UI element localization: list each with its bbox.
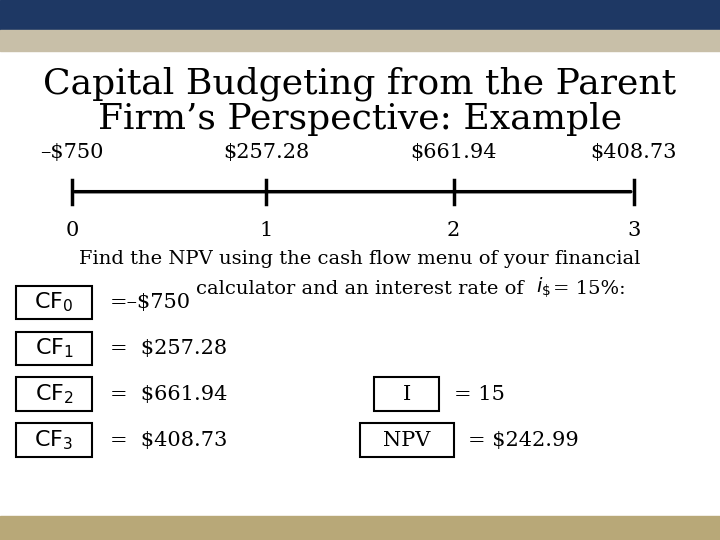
Text: Find the NPV using the cash flow menu of your financial: Find the NPV using the cash flow menu of… — [79, 250, 641, 268]
FancyBboxPatch shape — [360, 423, 454, 457]
Text: 3: 3 — [627, 221, 640, 240]
Text: 1: 1 — [260, 221, 273, 240]
FancyBboxPatch shape — [16, 423, 92, 457]
Text: =–$750: =–$750 — [109, 293, 191, 312]
Text: $i_{\$}$: $i_{\$}$ — [536, 276, 552, 300]
FancyBboxPatch shape — [16, 286, 92, 319]
Text: Firm’s Perspective: Example: Firm’s Perspective: Example — [98, 102, 622, 136]
Text: $\mathrm{CF}_1$: $\mathrm{CF}_1$ — [35, 336, 73, 360]
Text: $408.73: $408.73 — [590, 143, 677, 162]
Text: calculator and an interest rate of: calculator and an interest rate of — [196, 280, 524, 298]
Text: 2: 2 — [447, 221, 460, 240]
Text: 18-20: 18-20 — [655, 519, 695, 534]
Text: NPV: NPV — [383, 430, 431, 450]
Text: I: I — [402, 384, 411, 404]
Text: = $242.99: = $242.99 — [468, 430, 579, 450]
Text: =  $408.73: = $408.73 — [109, 430, 228, 450]
Text: $\mathrm{CF}_0$: $\mathrm{CF}_0$ — [35, 291, 73, 314]
Text: 0: 0 — [66, 221, 78, 240]
FancyBboxPatch shape — [16, 332, 92, 365]
Bar — [0, 30, 720, 51]
Text: =  $257.28: = $257.28 — [109, 339, 227, 358]
FancyBboxPatch shape — [374, 377, 439, 411]
Text: = 15: = 15 — [454, 384, 505, 404]
Text: –$750: –$750 — [40, 143, 104, 162]
Text: $\mathrm{CF}_2$: $\mathrm{CF}_2$ — [35, 382, 73, 406]
Text: $661.94: $661.94 — [410, 143, 497, 162]
FancyBboxPatch shape — [16, 377, 92, 411]
Text: = 15%:: = 15%: — [553, 280, 626, 298]
Bar — [0, 0, 720, 30]
Text: $\mathrm{CF}_3$: $\mathrm{CF}_3$ — [35, 428, 73, 452]
Bar — [0, 516, 720, 540]
Text: =  $661.94: = $661.94 — [109, 384, 228, 404]
Text: Capital Budgeting from the Parent: Capital Budgeting from the Parent — [43, 66, 677, 101]
Text: $257.28: $257.28 — [223, 143, 310, 162]
